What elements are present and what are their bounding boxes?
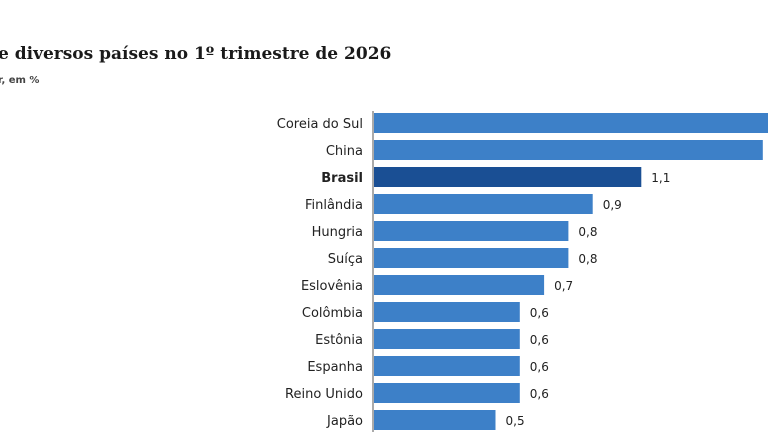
bar [374, 356, 520, 376]
bar-row: Hungria 0,8 [312, 221, 597, 241]
value-label: 0,8 [578, 225, 597, 239]
category-label: Espanha [307, 360, 363, 375]
category-label: Finlândia [305, 198, 363, 213]
bar [374, 113, 768, 133]
value-label: 0,6 [530, 333, 549, 347]
bar [374, 302, 520, 322]
bar-row: Japão 0,5 [326, 410, 525, 430]
bar-row: China [326, 140, 763, 160]
category-label: Suíça [328, 252, 363, 267]
value-label: 0,5 [506, 414, 525, 428]
value-label: 0,6 [530, 387, 549, 401]
category-label: Eslovênia [301, 279, 363, 294]
category-label: Colômbia [302, 306, 363, 321]
category-label: Brasil [321, 171, 363, 186]
bar [374, 140, 763, 160]
bar-row: Espanha 0,6 [307, 356, 549, 376]
bar-row: Reino Unido 0,6 [285, 383, 549, 403]
category-label: Japão [326, 414, 363, 429]
bar [374, 329, 520, 349]
category-label: Coreia do Sul [277, 117, 363, 132]
value-label: 0,6 [530, 306, 549, 320]
value-label: 0,6 [530, 360, 549, 374]
bar [374, 248, 569, 268]
bar-row: Finlândia 0,9 [305, 194, 622, 214]
bar-row: Colômbia 0,6 [302, 302, 549, 322]
bar-row: Estônia 0,6 [315, 329, 549, 349]
category-label: Reino Unido [285, 387, 363, 402]
chart-title: e diversos países no 1º trimestre de 202… [0, 44, 392, 64]
value-label: 0,7 [554, 279, 573, 293]
bar [374, 167, 642, 187]
bar-row: Suíça 0,8 [328, 248, 597, 268]
bar-row: Coreia do Sul [277, 113, 768, 133]
bar [374, 410, 496, 430]
bar-row: Eslovênia 0,7 [301, 275, 573, 295]
category-label: China [326, 144, 363, 159]
chart-subtitle: r, em % [0, 75, 40, 86]
category-label: Estônia [315, 333, 363, 348]
value-label: 0,8 [578, 252, 597, 266]
bar [374, 194, 593, 214]
bar [374, 383, 520, 403]
value-label: 0,9 [603, 198, 622, 212]
category-label: Hungria [312, 225, 363, 240]
bar [374, 221, 569, 241]
value-label: 1,1 [651, 171, 670, 185]
bar [374, 275, 545, 295]
bar-row: Brasil 1,1 [321, 167, 670, 187]
